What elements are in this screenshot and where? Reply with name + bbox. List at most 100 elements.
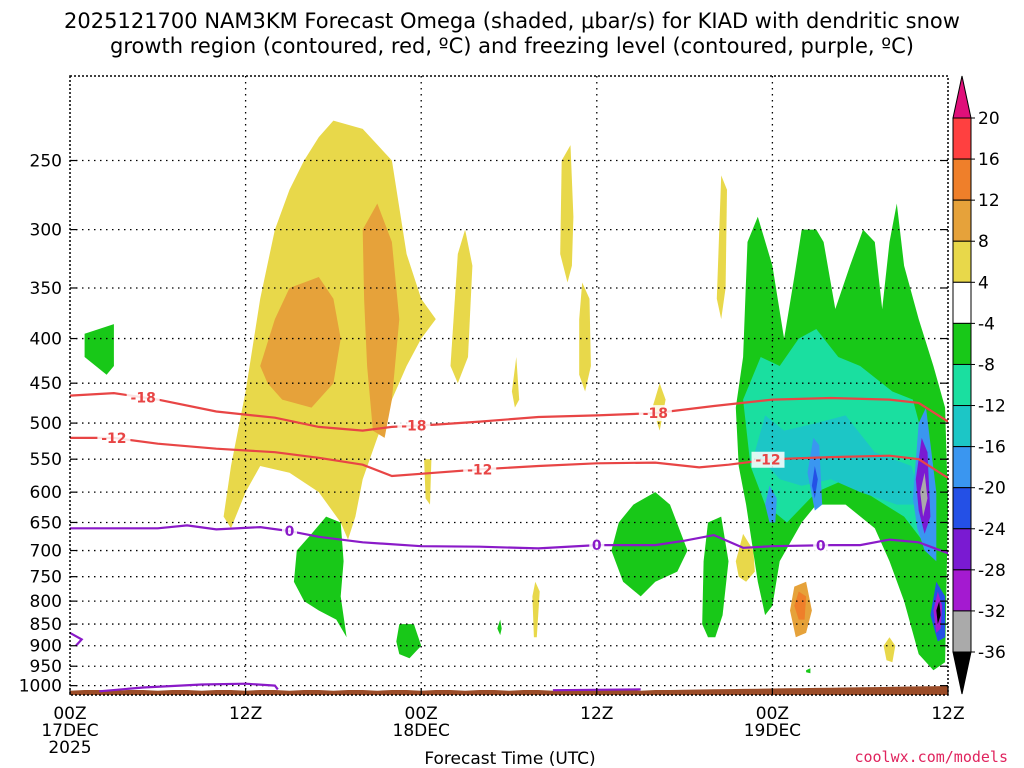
grid-lines [70,76,948,695]
y-tick-label-850: 850 [30,615,62,635]
colorbar-label-5: -4 [978,314,995,334]
x-tick-label-24-0: 00Z [405,704,438,724]
omega-region-33 [497,619,502,636]
colorbar-label-10: -24 [978,520,1006,540]
contour-lines: -18 -18 -18 -12 -12 -12 0 0 0 [70,389,948,693]
colorbar-bin-8 [952,446,972,489]
credit-text: coolwx.com/models [854,748,1008,766]
chart-title-line-2: growth region (contoured, red, ºC) and f… [110,34,914,58]
colorbar-label-4: 4 [978,273,989,293]
y-tick-label-450: 450 [30,374,62,394]
y-tick-label-350: 350 [30,279,62,299]
y-tick-label-300: 300 [30,221,62,241]
colorbar-label-9: -20 [978,479,1006,499]
colorbar-bin-11 [952,569,972,612]
isotherm-label-bg-0-0 [126,389,160,406]
colorbar-label-12: -32 [978,602,1006,622]
colorbar-label-7: -12 [978,397,1006,417]
colorbar-bin-5 [952,322,972,365]
omega-region-15 [532,581,540,638]
colorbar-label-1: 16 [978,150,1000,170]
omega-region-29 [920,472,928,517]
isotherm-line-0 [70,391,948,432]
omega-region-4 [450,229,473,384]
colorbar-label-11: -28 [978,561,1006,581]
isotherm-line-1 [70,436,948,479]
omega-region-14 [702,516,729,638]
omega-region-12 [396,624,422,659]
terrain-surface [70,686,948,695]
colorbar-bin-3 [952,240,972,283]
isotherm-label-2-1: 0 [592,538,602,554]
plot-frame [69,75,949,696]
axes: 2503003504004505005506006507007508008509… [19,75,965,758]
y-tick-label-500: 500 [30,414,62,434]
x-tick-label-12-0: 12Z [229,704,262,724]
y-tick-label-750: 750 [30,568,62,588]
colorbar-bin-1 [952,158,972,201]
isotherm-label-0-2: -18 [643,406,668,422]
colorbar-label-8: -16 [978,438,1006,458]
y-tick-label-900: 900 [30,637,62,657]
isotherm-label-bg-2-0 [282,523,297,540]
isotherm-label-bg-2-1 [589,537,605,554]
omega-region-11 [293,516,347,638]
y-tick-label-650: 650 [30,513,62,533]
isotherm-line-3 [70,631,84,647]
y-tick-label-1000: 1000 [19,677,62,697]
plot-area [70,120,948,695]
isotherm-label-bg-0-2 [638,405,672,422]
colorbar-label-0: 20 [978,109,1000,129]
y-tick-label-950: 950 [30,657,62,677]
omega-region-7 [579,282,591,392]
omega-region-32 [936,601,941,625]
colorbar-label-6: -8 [978,355,995,375]
isotherm-label-2-0: 0 [285,524,295,540]
colorbar-bin-9 [952,487,972,530]
omega-region-25 [883,637,896,663]
colorbar-label-2: 12 [978,191,1000,211]
x-tick-label-0-0: 00Z [53,704,86,724]
x-axis-label: Forecast Time (UTC) [424,749,595,768]
colorbar-bin-0 [952,117,972,160]
x-tick-label-48-1: 19DEC [744,721,801,741]
colorbar-label-13: -36 [978,643,1006,663]
colorbar-bottom-arrow [952,651,972,695]
colorbar-top-arrow [952,75,972,119]
y-tick-label-250: 250 [30,152,62,172]
omega-region-10 [716,175,727,320]
colorbar-bin-4 [952,281,972,324]
x-tick-label-36-0: 12Z [580,704,613,724]
y-tick-label-550: 550 [30,450,62,470]
x-tick-label-0-1: 17DEC [41,721,98,741]
x-tick-label-60-0: 12Z [931,704,964,724]
isotherm-label-1-2: -12 [755,453,780,469]
colorbar-bin-6 [952,363,972,407]
omega-region-22 [811,466,818,499]
omega-region-5 [424,459,432,505]
y-tick-label-400: 400 [30,330,62,350]
isotherm-label-0-1: -18 [401,419,426,435]
omega-region-24 [794,591,807,620]
colorbar-label-3: 8 [978,232,989,252]
omega-region-6 [560,145,574,283]
omega-region-3 [362,203,400,438]
isotherm-label-1-1: -12 [467,462,492,478]
isotherm-label-0-0: -18 [131,390,156,406]
omega-region-21 [765,485,777,523]
omega-region-19 [754,415,924,505]
y-tick-label-600: 600 [30,483,62,503]
omega-region-0 [84,324,114,375]
x-tick-label-24-1: 18DEC [393,721,450,741]
isotherm-label-bg-1-1 [463,461,497,478]
isotherm-label-2-2: 0 [816,538,826,554]
isotherm-label-bg-0-1 [397,417,431,434]
chart-title-line-1: 2025121700 NAM3KM Forecast Omega (shaded… [64,9,960,33]
omega-region-8 [511,357,520,408]
isotherm-label-bg-2-2 [813,537,829,554]
omega-region-26 [806,668,811,674]
isotherm-label-1-0: -12 [101,431,126,447]
y-tick-label-700: 700 [30,542,62,562]
colorbar-bin-2 [952,199,972,242]
colorbar-bin-10 [952,528,972,571]
